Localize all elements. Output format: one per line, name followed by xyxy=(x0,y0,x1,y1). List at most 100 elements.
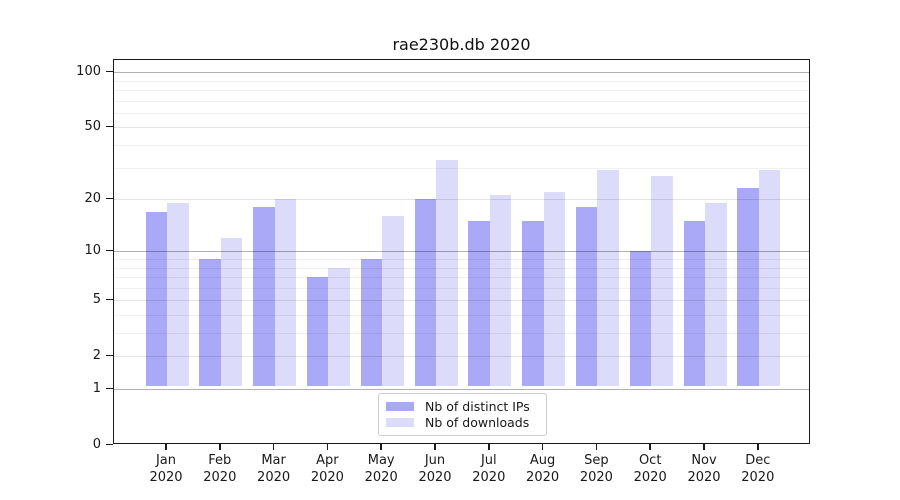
gridline-70 xyxy=(114,100,809,102)
bar-distinct-ips-6 xyxy=(468,221,490,386)
y-tick-label-10: 10 xyxy=(84,242,101,258)
bar-distinct-ips-5 xyxy=(414,199,436,386)
gridline-10 xyxy=(114,251,809,253)
y-tick-label-5: 5 xyxy=(92,291,101,307)
x-tick-label-9: Oct 2020 xyxy=(618,452,682,486)
gridline-3 xyxy=(114,333,809,335)
bar-downloads-8 xyxy=(597,170,619,386)
legend-label-downloads: Nb of downloads xyxy=(425,415,530,431)
gridline-6 xyxy=(114,287,809,289)
bar-distinct-ips-11 xyxy=(737,188,759,386)
x-tick-month: Dec xyxy=(745,453,771,468)
y-tick-label-20: 20 xyxy=(84,190,101,206)
bar-downloads-4 xyxy=(382,216,404,386)
bar-downloads-3 xyxy=(328,267,350,386)
x-tick-year: 2020 xyxy=(579,470,613,485)
y-tick-label-100: 100 xyxy=(76,63,101,79)
x-tick-year: 2020 xyxy=(633,470,667,485)
gridline-20 xyxy=(114,199,809,201)
bar-downloads-2 xyxy=(274,199,297,386)
x-tick-label-4: May 2020 xyxy=(349,452,413,486)
gridline-40 xyxy=(114,145,809,147)
x-tick-month: Nov xyxy=(691,453,717,468)
x-tick-year: 2020 xyxy=(257,470,291,485)
bar-downloads-10 xyxy=(705,203,727,386)
y-tick-mark-5 xyxy=(106,298,113,301)
bar-downloads-7 xyxy=(543,191,566,386)
bar-distinct-ips-4 xyxy=(360,259,383,386)
gridline-90 xyxy=(114,80,809,82)
x-tick-year: 2020 xyxy=(310,470,344,485)
x-tick-month: Aug xyxy=(529,453,556,468)
y-tick-mark-100 xyxy=(106,70,113,73)
y-tick-mark-2 xyxy=(106,354,113,357)
bar-distinct-ips-9 xyxy=(629,251,652,386)
bar-downloads-1 xyxy=(220,237,243,386)
x-tick-mark-3 xyxy=(326,444,329,450)
bar-distinct-ips-7 xyxy=(522,221,544,386)
y-tick-mark-20 xyxy=(106,197,113,200)
x-tick-mark-10 xyxy=(703,444,705,450)
x-tick-mark-6 xyxy=(488,444,490,450)
x-tick-year: 2020 xyxy=(418,470,452,485)
x-tick-year: 2020 xyxy=(472,470,506,485)
bar-distinct-ips-10 xyxy=(683,221,705,386)
x-tick-month: Jan xyxy=(155,453,177,468)
x-tick-month: Jul xyxy=(480,453,497,468)
x-tick-label-8: Sep 2020 xyxy=(564,452,628,486)
plot-area xyxy=(113,59,810,444)
x-tick-mark-8 xyxy=(595,444,598,450)
legend-swatch-distinct-ips-icon xyxy=(386,401,414,411)
gridline-80 xyxy=(114,90,809,92)
legend-item-distinct-ips: Nb of distinct IPs xyxy=(386,399,539,414)
x-tick-mark-1 xyxy=(219,444,221,450)
legend-swatch-downloads-icon xyxy=(386,418,414,428)
bar-downloads-11 xyxy=(758,170,781,386)
gridline-7 xyxy=(114,277,809,279)
gridline-50 xyxy=(114,127,809,129)
x-tick-month: Sep xyxy=(584,453,609,468)
y-tick-mark-1 xyxy=(106,387,113,389)
gridline-8 xyxy=(114,267,809,269)
x-tick-month: Apr xyxy=(316,453,339,468)
x-tick-year: 2020 xyxy=(741,470,775,485)
x-tick-mark-4 xyxy=(380,444,382,450)
x-tick-label-1: Feb 2020 xyxy=(188,452,252,486)
bar-distinct-ips-1 xyxy=(199,259,221,386)
x-tick-label-11: Dec 2020 xyxy=(726,452,790,486)
x-tick-label-3: Apr 2020 xyxy=(295,452,359,486)
bar-distinct-ips-8 xyxy=(575,207,598,386)
bar-downloads-5 xyxy=(436,160,458,386)
legend-label-distinct-ips: Nb of distinct IPs xyxy=(425,398,530,414)
chart-title: rae230b.db 2020 xyxy=(392,35,531,54)
x-tick-label-10: Nov 2020 xyxy=(672,452,736,486)
x-tick-mark-11 xyxy=(757,444,759,450)
bar-downloads-9 xyxy=(651,175,673,386)
bar-downloads-0 xyxy=(167,203,189,386)
bar-downloads-6 xyxy=(489,195,512,386)
gridline-1 xyxy=(114,389,809,390)
bar-distinct-ips-0 xyxy=(145,211,167,386)
gridline-4 xyxy=(114,314,809,316)
y-tick-label-0: 0 xyxy=(92,436,101,452)
legend-item-downloads: Nb of downloads xyxy=(386,415,539,430)
y-tick-label-1: 1 xyxy=(92,380,101,396)
x-tick-month: Feb xyxy=(208,453,232,468)
x-tick-month: Jun xyxy=(424,453,446,468)
bar-distinct-ips-3 xyxy=(306,277,329,386)
x-tick-mark-9 xyxy=(649,444,651,450)
gridline-30 xyxy=(114,167,809,169)
x-tick-month: Mar xyxy=(261,453,286,468)
x-tick-year: 2020 xyxy=(364,470,398,485)
gridline-9 xyxy=(114,259,809,260)
x-tick-mark-0 xyxy=(165,444,167,450)
x-tick-year: 2020 xyxy=(526,470,560,485)
x-tick-label-2: Mar 2020 xyxy=(242,452,306,486)
gridline-5 xyxy=(114,300,809,302)
x-tick-month: Oct xyxy=(638,453,662,468)
y-tick-label-50: 50 xyxy=(84,118,101,134)
x-tick-year: 2020 xyxy=(203,470,237,485)
x-tick-month: May xyxy=(367,453,395,468)
x-tick-label-5: Jun 2020 xyxy=(403,452,467,486)
